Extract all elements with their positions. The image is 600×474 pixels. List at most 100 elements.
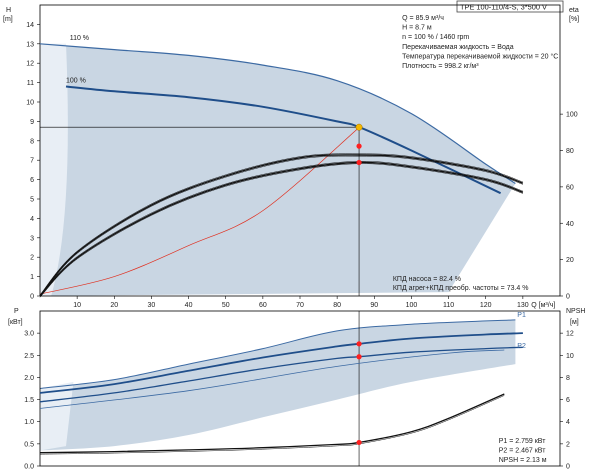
system-curve <box>39 126 360 295</box>
series-label-p2: P2 <box>517 343 526 350</box>
npsh-tick-label: 6 <box>566 397 570 404</box>
efficiency-curve-2 <box>39 161 523 295</box>
power-text-1: P1 = 2.759 кВт <box>499 438 547 445</box>
h-tick-label: 3 <box>30 235 34 242</box>
curve-label-100: 100 % <box>66 77 86 84</box>
q-tick-label: 40 <box>185 302 193 309</box>
series-110-percent-curve <box>39 43 516 184</box>
top-y2-axis-unit: [%] <box>569 16 579 23</box>
series-p1-curve <box>39 332 523 394</box>
q-tick-label: 110 <box>443 302 454 309</box>
h-tick-label: 8 <box>30 138 34 145</box>
title-box <box>456 0 564 13</box>
curve-label-110: 110 % <box>70 35 89 42</box>
q-tick-label: 80 <box>333 302 341 309</box>
h-tick-label: 2 <box>30 255 34 262</box>
bottom-y2-axis-label: NPSH <box>566 308 585 315</box>
p1-operating-marker <box>356 341 362 347</box>
eta-tick-label: 40 <box>566 221 574 228</box>
q-tick-label: 30 <box>148 302 156 309</box>
info-line-4: Перекачиваемая жидкость = Вода <box>402 44 514 51</box>
q-tick-label: 20 <box>110 302 118 309</box>
eta-tick-label: 60 <box>566 184 574 191</box>
chart-title: TPE 100-110/4-S, 3*500 V <box>460 3 547 12</box>
top-y2-axis-label: eta <box>569 7 579 14</box>
p-tick-label: 3.0 <box>24 331 34 338</box>
top-y-axis-label: H <box>6 7 11 14</box>
power-text-2: P2 = 2.467 кВт <box>499 448 547 455</box>
h-tick-label: 11 <box>27 80 34 87</box>
q-tick-label: 90 <box>370 302 378 309</box>
top-y-axis-unit: [m] <box>3 16 13 23</box>
p-tick-label: 0.5 <box>24 441 34 448</box>
q-tick-label: 70 <box>296 302 304 309</box>
q-axis-label: Q [м³/ч] <box>531 302 555 309</box>
q-tick-label: 60 <box>259 302 267 309</box>
h-tick-label: 13 <box>26 41 34 48</box>
h-tick-label: 4 <box>30 216 34 223</box>
bottom-y-axis-unit: [кВт] <box>8 319 23 326</box>
h-tick-label: 5 <box>30 197 34 204</box>
npsh-operating-marker <box>356 439 362 446</box>
h-tick-label: 12 <box>26 61 34 68</box>
p-tick-label: 2.0 <box>24 375 34 382</box>
efficiency-curve-1 <box>39 154 524 297</box>
p-tick-label: 0.0 <box>24 464 34 471</box>
q-tick-label: 100 <box>406 302 418 309</box>
h-tick-label: 7 <box>30 158 34 165</box>
info-line-3: n = 100 % / 1460 rpm <box>402 34 469 41</box>
info-line-6: Плотность = 998.2 кг/м³ <box>402 63 479 70</box>
p2-lower-boundary <box>39 349 505 409</box>
power-text-3: NPSH = 2.13 м <box>499 457 547 464</box>
h-tick-label: 0 <box>30 294 34 301</box>
power-plot-frame <box>39 310 561 467</box>
info-line-5: Температура перекачиваемой жидкости = 20… <box>402 52 558 60</box>
series-npsh-curve-edge <box>39 395 505 455</box>
efficiency-curve-2 <box>39 161 524 297</box>
head-range-low-flow <box>40 43 68 296</box>
eta-tick-label: 100 <box>566 112 578 119</box>
h-tick-label: 14 <box>26 22 34 29</box>
efficiency-text-1: КПД насоса = 82.4 % <box>393 276 461 283</box>
npsh-tick-label: 0 <box>566 464 570 471</box>
eta-tick-label: 20 <box>566 257 574 264</box>
power-operating-range <box>40 319 516 451</box>
series-p2-curve <box>39 346 523 403</box>
npsh-tick-label: 2 <box>566 441 570 448</box>
q-tick-label: 50 <box>222 302 230 309</box>
series-label-p1: P1 <box>517 312 526 319</box>
npsh-tick-label: 4 <box>566 419 570 426</box>
npsh-tick-label: 8 <box>566 375 570 382</box>
p-tick-label: 1.0 <box>24 419 34 426</box>
efficiency-curve-2 <box>39 163 523 298</box>
h-tick-label: 9 <box>30 119 34 126</box>
eta-tick-label: 80 <box>566 148 574 155</box>
series-100-percent-curve <box>65 85 502 195</box>
series-npsh-curve <box>39 393 505 454</box>
p-tick-label: 1.5 <box>24 397 34 404</box>
info-line-2: H = 8.7 м <box>402 25 432 32</box>
efficiency-point-marker-2 <box>356 159 362 166</box>
q-tick-label: 130 <box>517 302 529 309</box>
operating-point-marker <box>355 123 363 131</box>
efficiency-point-marker-1 <box>356 143 362 149</box>
h-tick-label: 10 <box>26 100 34 107</box>
p-tick-label: 2.5 <box>24 353 34 360</box>
q-tick-label: 120 <box>480 302 492 309</box>
h-tick-label: 6 <box>30 177 34 184</box>
npsh-tick-label: 12 <box>566 331 574 338</box>
head-operating-range <box>40 43 516 296</box>
power-range-upper-boundary <box>39 319 516 389</box>
info-line-1: Q = 85.9 м³/ч <box>402 15 444 22</box>
bottom-y-axis-label: P <box>14 308 19 315</box>
p2-operating-marker <box>356 354 362 360</box>
eta-tick-label: 0 <box>566 294 570 301</box>
efficiency-text-2: КПД агрег+КПД преобр. частоты = 73.4 % <box>393 284 529 292</box>
q-tick-label: 10 <box>73 302 81 309</box>
npsh-tick-label: 10 <box>566 353 574 360</box>
bottom-y2-axis-unit: [м] <box>570 319 579 326</box>
efficiency-curve-1 <box>39 155 523 298</box>
h-tick-label: 1 <box>30 274 34 281</box>
efficiency-curve-1 <box>39 153 523 295</box>
